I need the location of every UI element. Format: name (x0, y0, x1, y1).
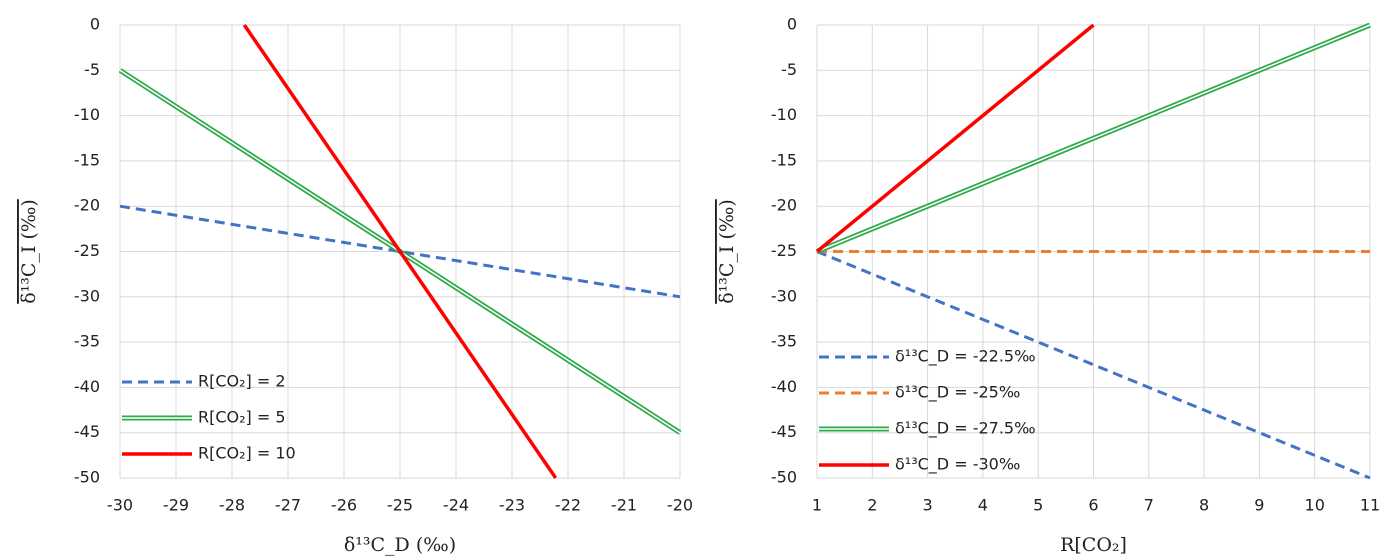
legend-label: δ¹³C_D = -22.5‰ (895, 347, 1036, 367)
y-tick-label: -50 (771, 468, 797, 487)
x-tick-label: -22 (555, 496, 581, 515)
y-tick-label: -35 (74, 332, 100, 351)
x-tick-label: 9 (1254, 496, 1264, 515)
legend-label: δ¹³C_D = -27.5‰ (895, 419, 1036, 439)
y-tick-label: -35 (771, 332, 797, 351)
y-tick-label: -20 (771, 196, 797, 215)
legend-label: R[CO₂] = 10 (198, 444, 296, 463)
y-tick-label: -25 (771, 241, 797, 260)
y-tick-label: -30 (74, 286, 100, 305)
x-axis-label: R[CO₂] (1060, 534, 1127, 556)
x-tick-label: -28 (219, 496, 245, 515)
x-tick-label: 8 (1199, 496, 1209, 515)
x-tick-label: -21 (611, 496, 637, 515)
legend-label: δ¹³C_D = -30‰ (895, 455, 1020, 475)
y-tick-label: -45 (771, 422, 797, 441)
y-tick-label: 0 (787, 15, 797, 34)
y-tick-label: -40 (771, 377, 797, 396)
x-tick-label: 11 (1360, 496, 1380, 515)
y-tick-label: -30 (771, 286, 797, 305)
x-tick-label: 1 (812, 496, 822, 515)
y-tick-label: -20 (74, 196, 100, 215)
x-tick-label: 4 (978, 496, 988, 515)
series-line (815, 23, 1095, 253)
y-axis-label: δ¹³C_I (‰) (18, 199, 40, 304)
x-tick-label: -23 (499, 496, 525, 515)
x-tick-label: -25 (387, 496, 413, 515)
x-tick-label: 7 (1144, 496, 1154, 515)
y-tick-label: -5 (781, 60, 797, 79)
x-tick-label: -20 (667, 496, 693, 515)
y-axis-label: δ¹³C_I (‰) (716, 199, 738, 304)
series-line (119, 204, 681, 299)
y-tick-label: -40 (74, 377, 100, 396)
x-tick-label: -29 (163, 496, 189, 515)
x-tick-label: -24 (443, 496, 469, 515)
legend-label: R[CO₂] = 5 (198, 408, 286, 427)
legend-label: δ¹³C_D = -25‰ (895, 383, 1020, 403)
legend-label: R[CO₂] = 2 (198, 372, 286, 391)
x-tick-label: 6 (1088, 496, 1098, 515)
x-tick-label: -30 (107, 496, 133, 515)
y-tick-label: -25 (74, 241, 100, 260)
series-line (816, 250, 1371, 480)
y-tick-label: -45 (74, 422, 100, 441)
x-tick-label: -27 (275, 496, 301, 515)
y-tick-label: -10 (771, 105, 797, 124)
series-line (242, 24, 558, 479)
y-tick-label: -15 (771, 150, 797, 169)
y-tick-label: -50 (74, 468, 100, 487)
x-axis-label: δ¹³C_D (‰) (344, 534, 456, 556)
y-tick-label: -10 (74, 105, 100, 124)
x-tick-label: 5 (1033, 496, 1043, 515)
y-tick-label: -5 (84, 60, 100, 79)
x-tick-label: 10 (1305, 496, 1325, 515)
x-tick-label: 2 (867, 496, 877, 515)
series-line-inner (816, 24, 1371, 253)
x-tick-label: -26 (331, 496, 357, 515)
x-tick-label: 3 (923, 496, 933, 515)
y-tick-label: -15 (74, 150, 100, 169)
y-tick-label: 0 (90, 15, 100, 34)
